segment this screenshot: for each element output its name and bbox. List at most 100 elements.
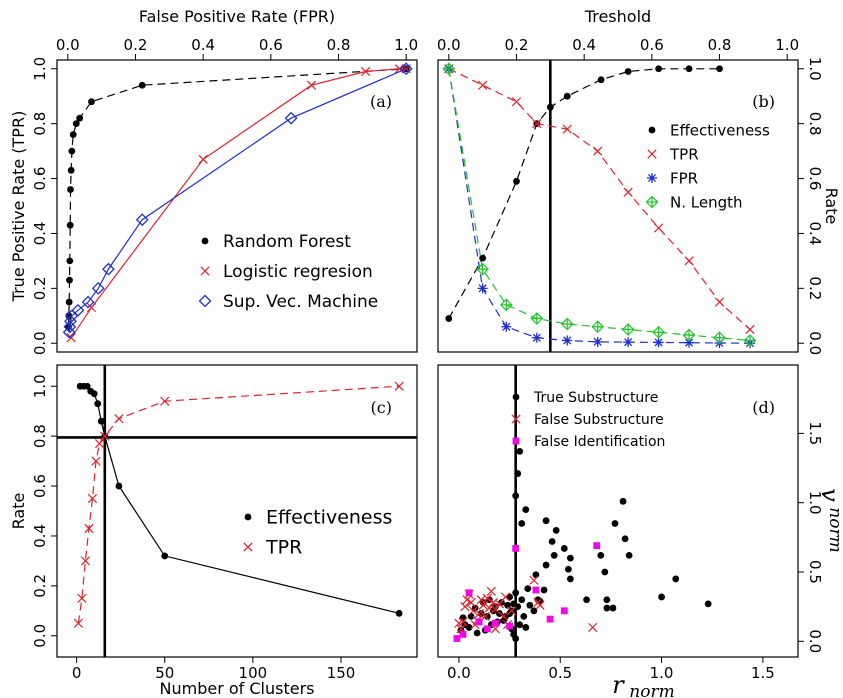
series-line <box>77 385 400 624</box>
data-point <box>91 456 101 466</box>
x-tick-label: 0.0 <box>437 36 461 54</box>
data-point <box>72 120 80 128</box>
legend-label: Logistic regresion <box>223 262 373 282</box>
y-axis-title-math: v <box>816 488 843 502</box>
y-tick-label: 0.2 <box>806 276 824 300</box>
data-point <box>601 568 609 576</box>
data-point <box>499 298 513 312</box>
data-point <box>63 320 77 334</box>
series-n-length <box>442 62 757 347</box>
data-point <box>609 604 617 612</box>
data-point <box>560 607 568 615</box>
y-tick-label: 0.2 <box>31 574 49 598</box>
data-point <box>81 295 95 309</box>
data-point <box>597 76 605 84</box>
y-tick-label: 0.0 <box>31 624 49 648</box>
legend-marker <box>200 266 210 276</box>
data-point <box>80 556 91 566</box>
data-point <box>490 604 501 615</box>
data-point <box>532 571 540 579</box>
x-tick-label: 100 <box>239 664 268 682</box>
series-sup-vec-machine <box>62 62 413 339</box>
data-point <box>492 619 499 627</box>
data-point <box>530 312 544 325</box>
panel-tag: (a) <box>370 92 392 111</box>
series-line <box>448 68 751 344</box>
data-point <box>597 551 605 559</box>
data-point <box>100 431 110 441</box>
panel-tag: (b) <box>752 92 775 111</box>
data-point <box>520 612 528 620</box>
data-point <box>566 575 574 583</box>
x-axis-title-math: r <box>612 671 625 698</box>
y-tick-label: 0.8 <box>31 424 49 448</box>
x-tick-label: 0.5 <box>548 664 572 682</box>
data-point <box>506 606 517 616</box>
y-axis-title: True Positive Rate (TPR) <box>9 111 28 303</box>
legend-marker <box>647 173 657 183</box>
data-point <box>477 283 488 294</box>
panel-a-roc-curves: 0.0 0.2 0.4 0.6 0.8 1.0 0.0 0.2 0.4 0.6 0.8 1.0 (a) R… <box>9 7 418 355</box>
legend-label: N. Length <box>670 193 743 211</box>
data-point <box>588 622 598 633</box>
data-point <box>532 119 542 129</box>
legend-marker <box>512 437 520 445</box>
data-point <box>510 600 518 608</box>
data-point <box>516 447 524 455</box>
data-point <box>524 585 532 593</box>
x-tick-label: 0.0 <box>447 664 471 682</box>
data-point <box>477 610 485 617</box>
data-point <box>67 166 75 174</box>
data-point <box>476 595 486 605</box>
data-point <box>714 297 725 307</box>
data-point <box>90 390 98 398</box>
series-tpr <box>444 64 755 335</box>
panel-tag: (c) <box>371 398 392 417</box>
data-point <box>67 186 74 193</box>
legend: Random Forest Logistic regresion Sup. Vec.… <box>198 232 378 312</box>
series-logistic-regresion <box>66 64 411 343</box>
y-tick-label: 0.6 <box>31 474 49 498</box>
data-point <box>512 635 520 642</box>
legend-label: Effectiveness <box>670 121 770 139</box>
series-random-forest <box>65 65 410 331</box>
data-point <box>546 103 554 111</box>
data-point <box>504 601 511 609</box>
data-point <box>445 315 453 322</box>
data-point <box>97 417 105 425</box>
data-point <box>459 630 467 638</box>
data-point <box>66 333 76 343</box>
data-point <box>161 552 169 560</box>
x-tick-label: 0.2 <box>124 36 148 54</box>
x-axis-title-top: False Positive Rate (FPR) <box>139 7 335 26</box>
x-tick-label: 0.6 <box>259 36 283 54</box>
data-point <box>114 414 124 424</box>
data-point <box>621 323 635 336</box>
data-point <box>76 114 84 122</box>
x-tick-label: 0.2 <box>505 36 529 54</box>
y-tick-label: 0.0 <box>806 331 824 355</box>
data-point <box>468 606 478 616</box>
data-point <box>66 276 73 284</box>
data-point <box>68 147 76 155</box>
series-true-substructure <box>457 447 712 642</box>
data-point <box>685 65 693 73</box>
y-tick-label: 1.0 <box>31 57 49 81</box>
plot-frame <box>437 364 799 658</box>
data-point <box>672 575 680 583</box>
x-axis-title: Number of Clusters <box>160 679 315 698</box>
panel-b-threshold-rates: 0.0 0.2 0.4 0.6 0.8 1.0 0.0 0.2 0.4 0.6 0.8 1.0 (b) E… <box>437 7 841 355</box>
y-tick-label: 1.0 <box>806 491 824 515</box>
y-tick-label: 0.4 <box>31 524 49 548</box>
data-point <box>511 97 522 107</box>
data-point <box>593 146 603 156</box>
legend-marker <box>645 195 659 209</box>
y-axis-title: Rate <box>9 493 28 530</box>
data-point <box>442 62 456 76</box>
data-point <box>360 66 371 77</box>
data-point <box>512 492 520 500</box>
data-point <box>71 303 85 317</box>
series-effectiveness <box>76 382 403 617</box>
y-tick-label: 0.2 <box>31 276 49 300</box>
